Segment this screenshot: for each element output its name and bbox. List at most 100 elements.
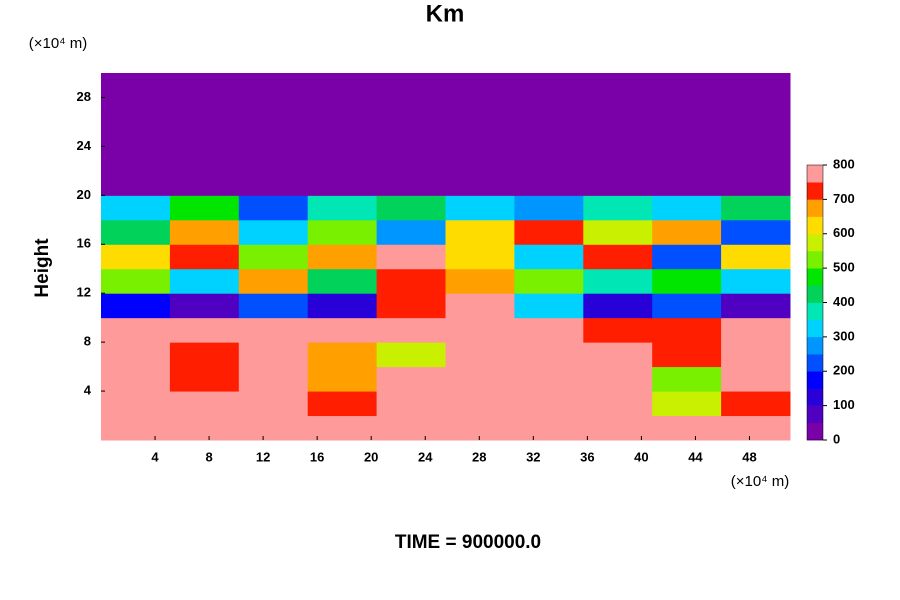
heat-cell (583, 342, 653, 368)
colorbar-band (807, 302, 823, 320)
heat-cell (101, 293, 171, 319)
footer: TIME = 900000.0 (395, 532, 541, 553)
heat-cell (583, 195, 653, 221)
heat-cell (376, 293, 446, 319)
heat-cell (445, 73, 515, 98)
heat-cell (376, 97, 446, 123)
y-tick-label: 16 (77, 236, 91, 251)
heat-cell (583, 317, 653, 343)
colorbar-band (807, 371, 823, 389)
heat-cell (652, 121, 722, 147)
heat-cell (169, 121, 240, 147)
heat-cell (721, 121, 791, 147)
heat-cell (583, 170, 653, 196)
heat-cell (238, 170, 309, 196)
heat-cell (652, 73, 722, 98)
heat-cell (652, 195, 722, 221)
colorbar-band (807, 405, 823, 424)
heat-cell (376, 317, 446, 343)
x-tick-label: 28 (472, 449, 486, 464)
heat-cell (514, 219, 584, 245)
heat-cell (514, 268, 584, 294)
x-tick-label: 12 (256, 449, 270, 464)
heat-cell (652, 366, 722, 392)
colorbar-tick-label: 300 (833, 328, 855, 343)
x-tick-label: 24 (418, 449, 433, 464)
heat-cell (169, 146, 240, 172)
heat-cell (721, 97, 791, 123)
heat-cell (101, 244, 171, 270)
heat-cell (169, 317, 240, 343)
heat-cell (169, 195, 240, 221)
heat-cell (583, 244, 653, 270)
heat-cell (445, 342, 515, 368)
heat-cell (376, 415, 446, 441)
heat-cell (169, 73, 240, 98)
heat-cell (307, 121, 378, 147)
heat-cell (307, 366, 378, 392)
heat-cell (307, 415, 378, 441)
colorbar-band (807, 388, 823, 406)
heat-cell (721, 415, 791, 441)
heat-cell (445, 317, 515, 343)
heat-cell (169, 97, 240, 123)
colorbar-band (807, 250, 823, 269)
heat-cell (514, 293, 584, 319)
heat-cell (721, 268, 791, 294)
x-tick-label: 16 (310, 449, 324, 464)
heat-cell (101, 121, 171, 147)
heat-cell (101, 219, 171, 245)
x-tick-label: 20 (364, 449, 378, 464)
y-tick-label: 20 (77, 187, 91, 202)
heat-cell (514, 366, 584, 392)
heat-cell (721, 366, 791, 392)
heat-cell (376, 146, 446, 172)
heat-cell (238, 317, 309, 343)
colorbar-band (807, 165, 823, 183)
heat-cell (652, 391, 722, 417)
heat-cell (376, 219, 446, 245)
heat-cell (583, 293, 653, 319)
heat-cell (169, 170, 240, 196)
heat-cell (583, 268, 653, 294)
heat-cell (514, 391, 584, 417)
heat-cell (721, 317, 791, 343)
heat-cell (101, 366, 171, 392)
heat-cell (101, 317, 171, 343)
colorbar-band (807, 233, 823, 252)
heat-cell (445, 219, 515, 245)
heat-cell (307, 97, 378, 123)
y-tick-label: 8 (84, 334, 91, 349)
heat-cell (514, 342, 584, 368)
heat-cell (445, 391, 515, 417)
heat-cell (238, 342, 309, 368)
heat-cell (169, 268, 240, 294)
heat-cell (169, 244, 240, 270)
heat-cell (652, 170, 722, 196)
x-unit: (×10⁴ m) (731, 473, 790, 490)
heat-cell (238, 293, 309, 319)
y-tick-label: 12 (77, 285, 91, 300)
x-tick-label: 32 (526, 449, 540, 464)
heat-cell (583, 415, 653, 441)
heat-cell (101, 97, 171, 123)
heat-cell (169, 366, 240, 392)
heat-cell (445, 97, 515, 123)
heat-cell (721, 342, 791, 368)
heat-cell (721, 293, 791, 319)
heat-cell (514, 317, 584, 343)
heat-cell (376, 342, 446, 368)
heat-cell (652, 342, 722, 368)
y-tick-label: 28 (77, 89, 91, 104)
heat-cell (445, 244, 515, 270)
heat-cell (376, 73, 446, 98)
heat-cell (514, 195, 584, 221)
x-tick-label: 40 (634, 449, 648, 464)
heat-cell (101, 268, 171, 294)
heat-cell (307, 293, 378, 319)
y-axis-label: Height (32, 238, 53, 298)
heat-cell (652, 268, 722, 294)
heat-cell (445, 121, 515, 147)
heat-cell (514, 146, 584, 172)
